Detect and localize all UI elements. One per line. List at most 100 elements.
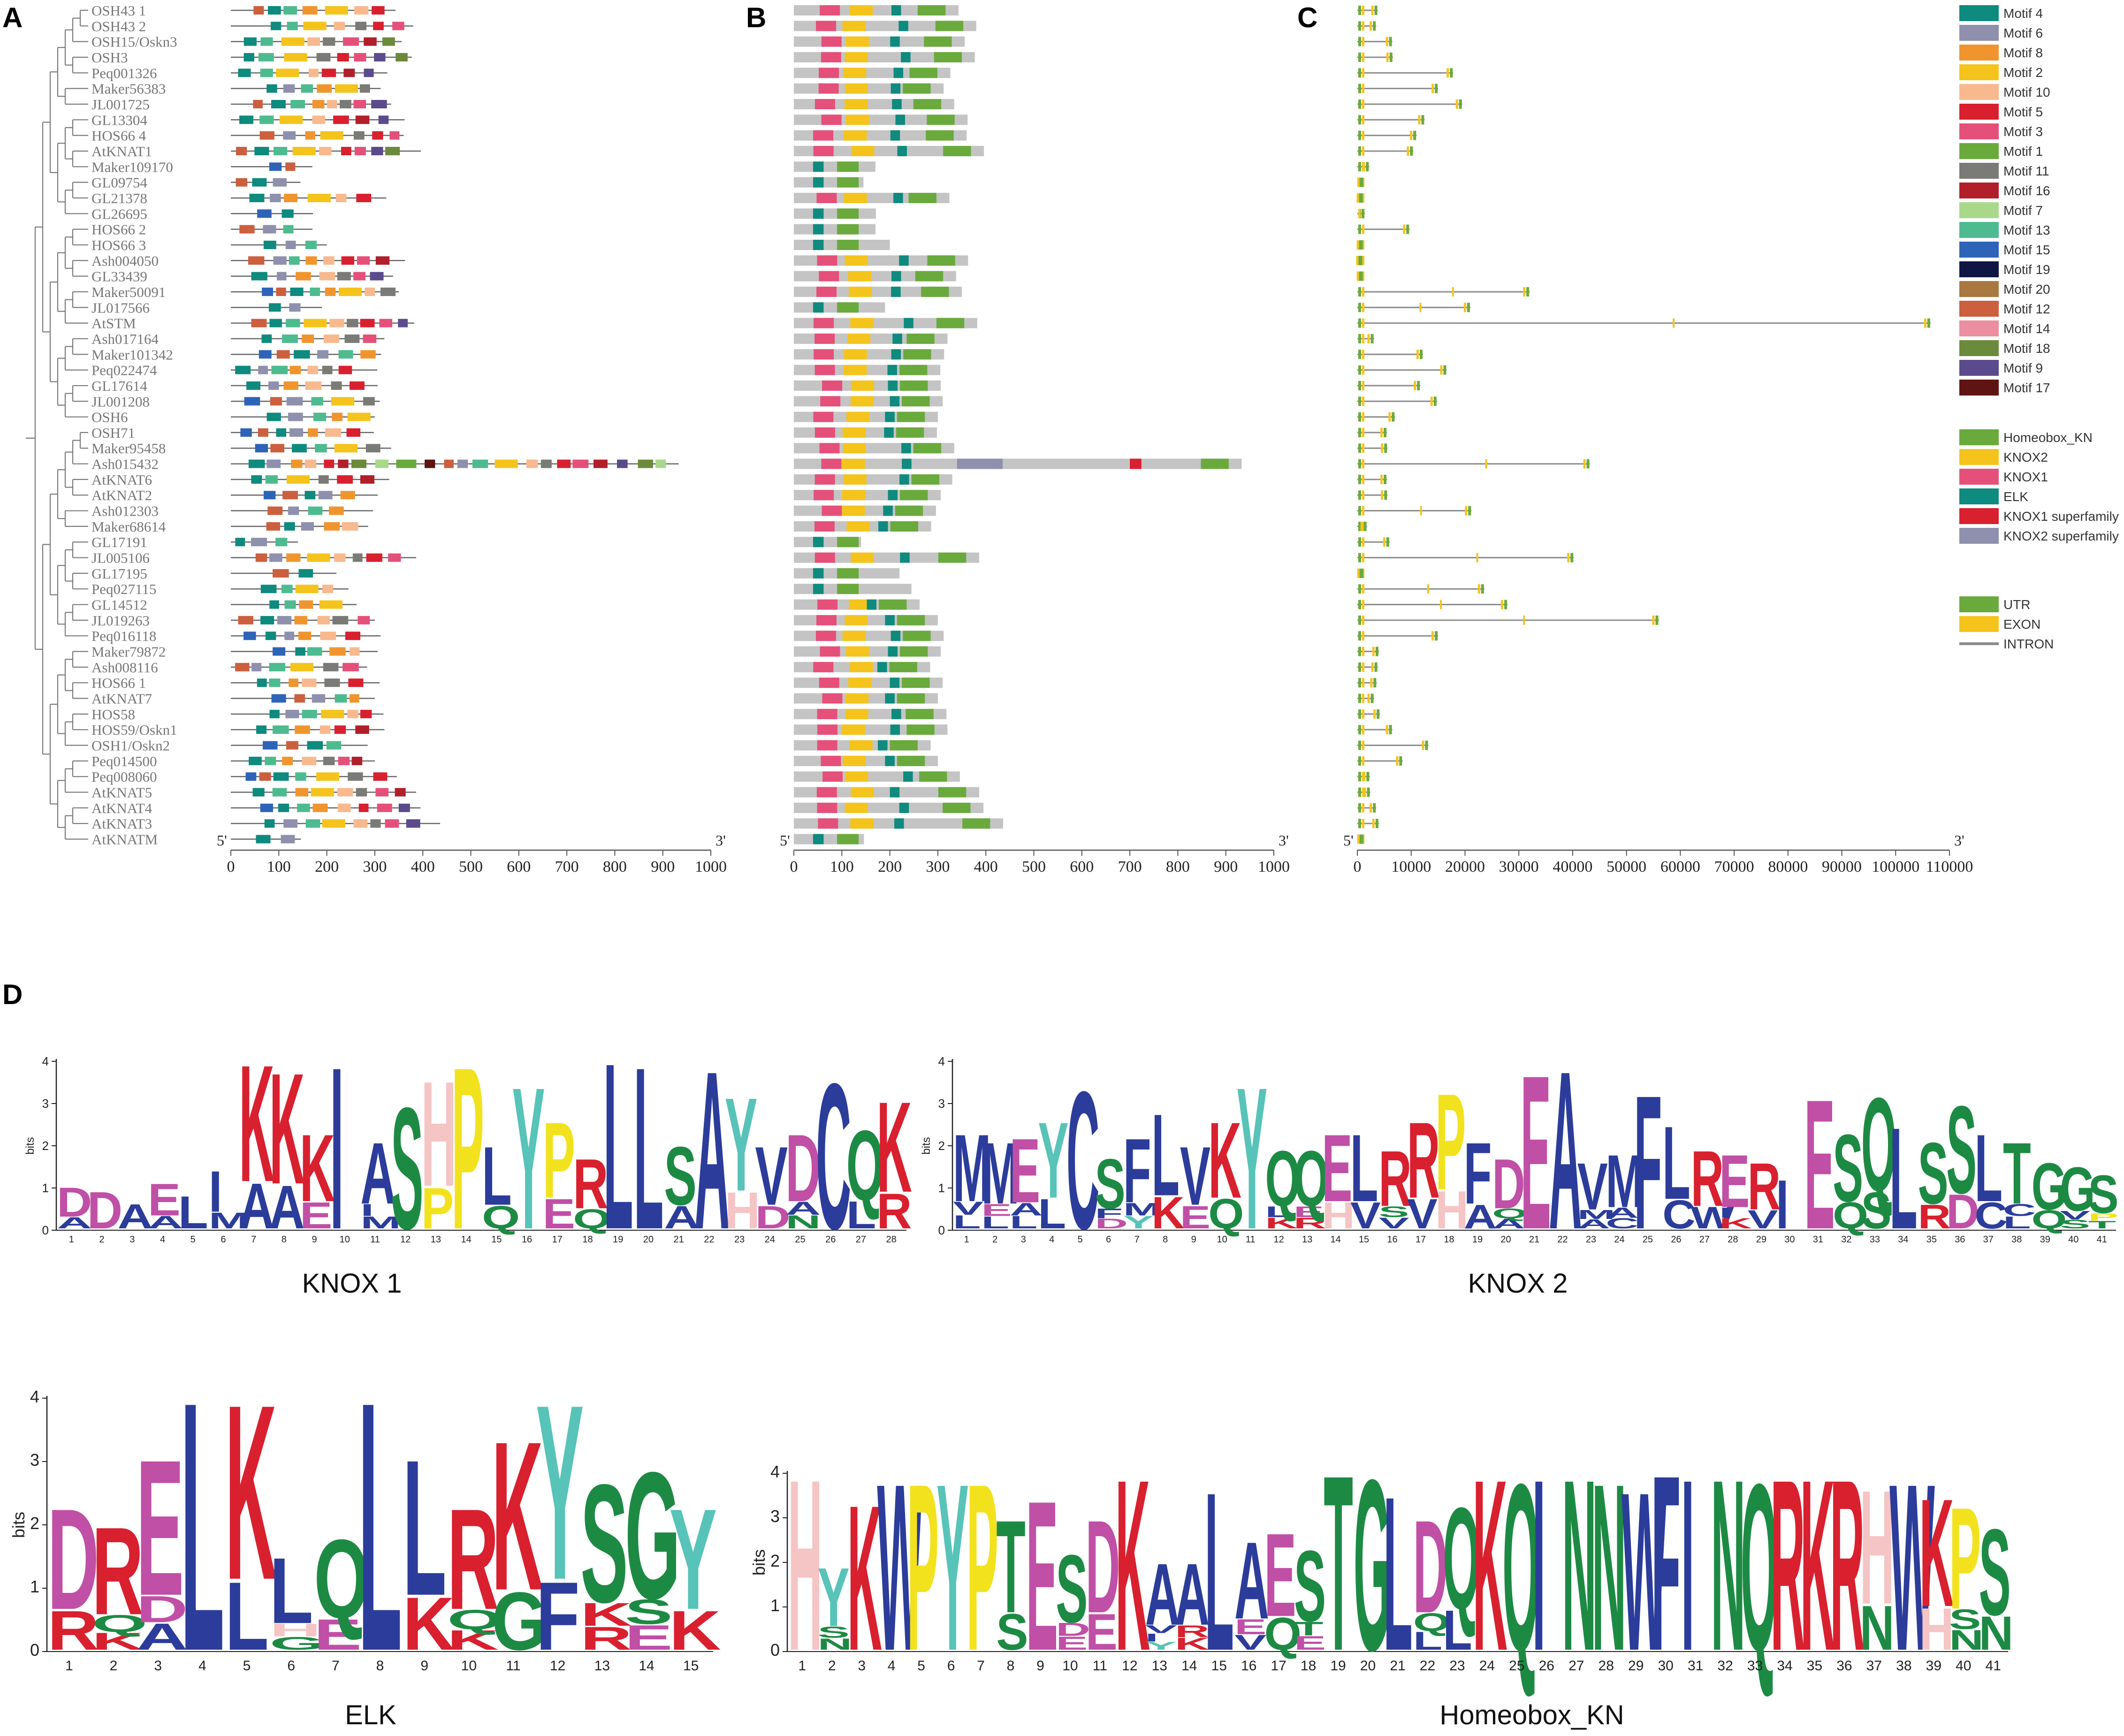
- domain-box: [820, 646, 840, 657]
- motif-box: [526, 459, 538, 468]
- logo-letter: I: [330, 1019, 343, 1278]
- exon-box: [1388, 412, 1391, 422]
- exon-box: [1362, 725, 1364, 735]
- exon-box: [1362, 115, 1364, 125]
- gene-label: HOS66 2: [91, 221, 146, 238]
- protein-bar: [794, 224, 875, 235]
- gene-label: Maker50091: [91, 284, 166, 300]
- logo-letter: E: [136, 1419, 184, 1636]
- logo-position-label: 20: [1360, 1658, 1376, 1674]
- legend-item: Motif 17: [1959, 380, 2050, 396]
- logo-position-label: 14: [1181, 1658, 1197, 1674]
- motif-box: [252, 788, 265, 797]
- logo-position-label: 38: [2011, 1234, 2022, 1245]
- domain-box: [821, 755, 841, 766]
- domain-box: [813, 130, 834, 141]
- motif-box: [395, 788, 406, 797]
- legend-label: Motif 8: [2003, 46, 2043, 60]
- legend-label: Motif 19: [2003, 262, 2050, 277]
- domain-box: [897, 615, 925, 625]
- utr-box: [1358, 21, 1361, 31]
- logo-letter: D: [785, 1115, 821, 1222]
- utr-box: [1358, 318, 1361, 328]
- logo-letter: A: [269, 1173, 305, 1242]
- exon-box: [1363, 787, 1366, 797]
- domain-box: [843, 443, 866, 454]
- motif-box: [258, 53, 274, 61]
- utr-box: [1358, 787, 1361, 797]
- utr-box: [1358, 553, 1361, 563]
- motif-box: [259, 350, 272, 359]
- domain-box: [846, 646, 869, 657]
- legend-swatch: [1959, 64, 1999, 80]
- motif-box: [329, 647, 346, 656]
- logo-position-label: 29: [1756, 1234, 1766, 1245]
- motif-box: [271, 22, 282, 30]
- domain-box: [890, 678, 900, 688]
- exon-box: [1362, 396, 1364, 406]
- motif-box: [270, 397, 282, 406]
- legend-swatch: [1959, 528, 1999, 544]
- utr-box: [1358, 537, 1361, 547]
- exon-box: [1367, 334, 1370, 343]
- legend-swatch: [1959, 163, 1999, 179]
- domain-box: [837, 177, 859, 188]
- domain-box: [813, 145, 834, 156]
- legend-label: Motif 7: [2003, 203, 2043, 218]
- logo-letter: E: [1521, 1029, 1551, 1275]
- legend-label: KNOX1 superfamily: [2003, 509, 2119, 524]
- legend-swatch: [1959, 281, 1999, 297]
- logo-letter: M: [1123, 1199, 1161, 1219]
- domain-box: [821, 36, 842, 47]
- motif-box: [331, 397, 354, 406]
- motif-box: [385, 146, 400, 155]
- utr-box: [1373, 21, 1376, 31]
- logo-letter: T: [1324, 1424, 1353, 1703]
- utr-box: [1358, 37, 1361, 46]
- motif-box: [283, 6, 297, 15]
- domain-box: [815, 365, 835, 375]
- domain-box: [1201, 458, 1229, 469]
- gene-label: Ash017164: [91, 331, 159, 347]
- exon-box: [1360, 521, 1363, 531]
- logo-y-label: bits: [9, 1512, 28, 1538]
- motif-box: [353, 131, 365, 140]
- motif-box: [269, 553, 282, 562]
- logo-position-label: 33: [1747, 1658, 1763, 1674]
- logo-position-label: 4: [888, 1658, 896, 1674]
- domain-box: [816, 286, 837, 297]
- domain-box: [837, 208, 859, 219]
- domain-box: [816, 787, 837, 798]
- axis-end-label: 3': [716, 832, 726, 849]
- motif-box: [302, 756, 317, 765]
- motif-box: [307, 193, 331, 202]
- exon-box: [1362, 803, 1364, 813]
- logo-position-label: 10: [1217, 1234, 1227, 1245]
- axis-tick-label: 10000: [1391, 858, 1431, 876]
- motif-box: [244, 397, 260, 406]
- axis-tick-label: 200: [315, 858, 339, 876]
- motif-box: [332, 412, 343, 421]
- logo-title: KNOX 2: [1468, 1268, 1568, 1299]
- logo-letter: A: [57, 1214, 92, 1232]
- logo-letter: D: [1056, 1619, 1090, 1640]
- domain-box: [903, 631, 931, 641]
- motif-box: [317, 616, 330, 624]
- motif-box: [261, 334, 272, 343]
- gene-label: OSH3: [91, 49, 128, 66]
- logo-letter: K: [669, 1599, 721, 1662]
- exon-box: [1363, 162, 1365, 172]
- motif-box: [355, 115, 370, 124]
- domain-box: [837, 239, 859, 250]
- legend-swatch: [1959, 202, 1999, 218]
- motif-box: [322, 819, 345, 828]
- motif-box: [316, 772, 340, 781]
- logo-letter: L: [1662, 1105, 1690, 1221]
- logo-letter: V: [1234, 1630, 1266, 1654]
- legend-label: ELK: [2003, 489, 2028, 504]
- logo-letter: P: [967, 1434, 998, 1700]
- exon-box: [1362, 146, 1364, 156]
- logo-letter: S: [996, 1604, 1028, 1661]
- logo-letter: Q: [1294, 1134, 1329, 1223]
